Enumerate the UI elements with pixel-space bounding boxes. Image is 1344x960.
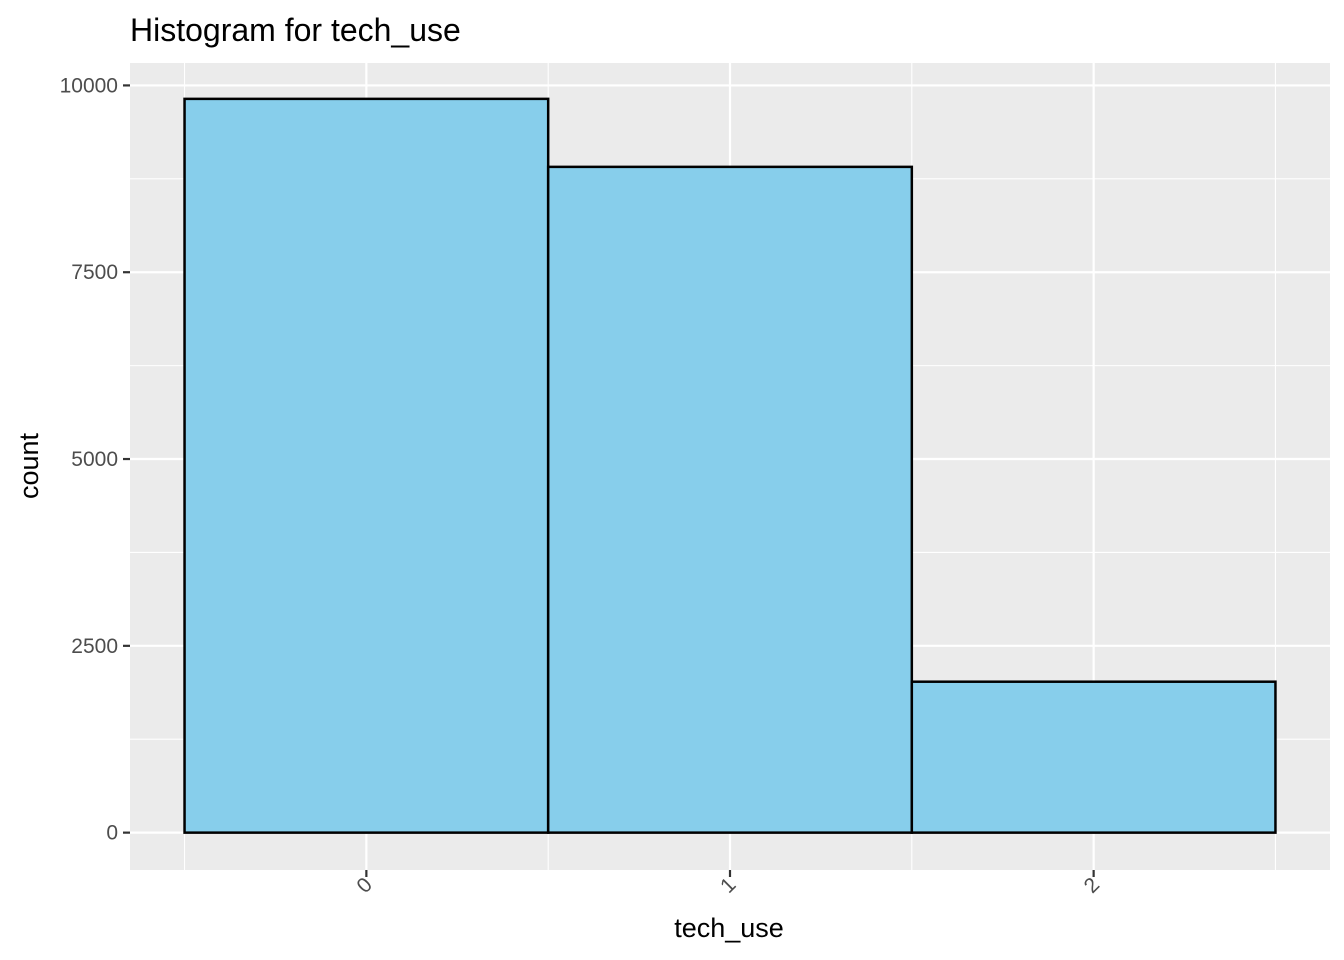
x-tick-label: 2	[1080, 873, 1105, 898]
histogram-bars	[183, 97, 1277, 834]
histogram-bar-2	[910, 680, 1277, 834]
x-tick-label: 0	[352, 873, 377, 898]
y-tick-label: 2500	[71, 635, 118, 658]
y-tick-label: 0	[106, 822, 118, 845]
y-axis-title: count	[14, 432, 44, 499]
histogram-bar-1	[546, 165, 914, 834]
y-tick-label: 7500	[71, 261, 118, 284]
x-axis-title: tech_use	[674, 913, 784, 943]
x-tick-label: 1	[716, 873, 741, 898]
y-tick-label: 5000	[71, 448, 118, 471]
x-axis: 0 1 2	[352, 870, 1104, 898]
y-tick-label: 10000	[60, 74, 118, 97]
chart-title: Histogram for tech_use	[130, 12, 461, 48]
y-axis: 0 2500 5000 7500 10000	[60, 74, 130, 845]
histogram-bar-0	[183, 97, 550, 834]
